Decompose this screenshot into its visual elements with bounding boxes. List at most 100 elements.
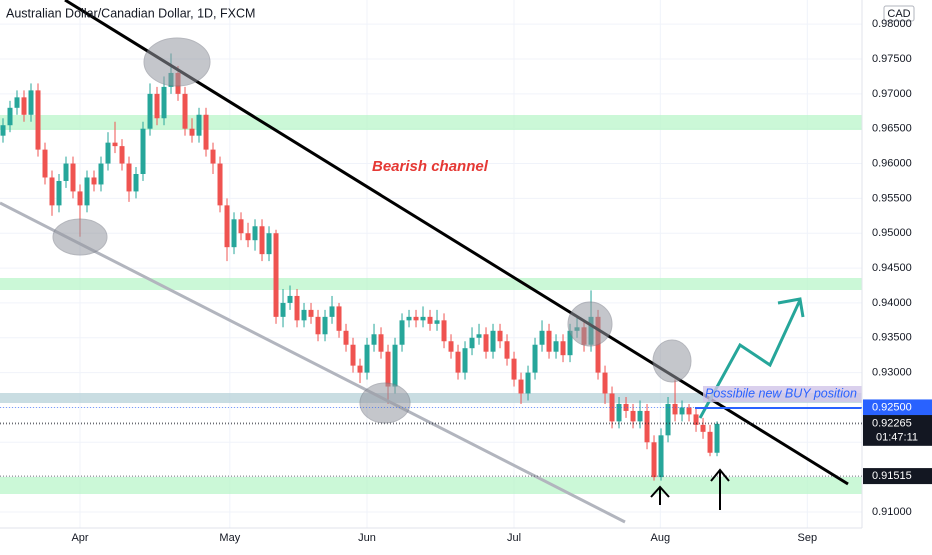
candle-body [161, 86, 167, 119]
candle-body [301, 309, 307, 321]
candle-body [154, 93, 160, 119]
candle-body [56, 180, 62, 206]
candle-body [189, 128, 195, 136]
candle-body [49, 177, 55, 206]
x-tick-label: May [219, 532, 240, 544]
candle-body [350, 344, 356, 366]
price-label: 0.92265 [872, 418, 912, 430]
annotation: Bearish channel [372, 158, 489, 175]
arrow-head [710, 468, 730, 482]
x-tick-label: Apr [71, 532, 88, 544]
candle-body [371, 334, 377, 345]
candle-body [546, 330, 552, 352]
candle-body [707, 431, 713, 453]
candle-body [343, 330, 349, 345]
candle-body [182, 93, 188, 129]
candle-body [693, 414, 699, 425]
price-label-box [863, 415, 932, 446]
candle-body [231, 219, 237, 248]
candle-body [420, 316, 426, 321]
buy-zone [0, 393, 862, 403]
candle-body [21, 97, 27, 115]
candle-body [126, 163, 132, 192]
x-tick-label: Jun [358, 532, 376, 544]
touch-ellipse [52, 218, 108, 256]
candle-body [84, 177, 90, 206]
countdown: 01:47:11 [876, 432, 918, 444]
candle-body [525, 372, 531, 394]
candle-body [651, 442, 657, 478]
candle-body [140, 128, 146, 175]
x-tick-label: Sep [798, 532, 818, 544]
resistance-zone [0, 278, 862, 290]
candle-body [483, 334, 489, 352]
candle-body [553, 341, 559, 352]
candle-body [364, 344, 370, 373]
y-tick-label: 0.91000 [872, 506, 912, 518]
touch-ellipse [143, 37, 211, 87]
candle-body [280, 302, 286, 317]
candle-body [686, 407, 692, 415]
candle-body [98, 163, 104, 185]
touch-ellipse [652, 339, 692, 383]
candle-body [238, 219, 244, 234]
grid [0, 0, 862, 528]
candle-body [637, 410, 643, 422]
candle-body [217, 163, 223, 206]
support-zone [0, 115, 862, 130]
chart-title: Australian Dollar/Canadian Dollar, 1D, F… [6, 6, 255, 20]
candle-body [259, 226, 265, 255]
price-label-box [863, 468, 932, 485]
candle-body [476, 334, 482, 338]
candle-body [448, 341, 454, 352]
candle-body [42, 149, 48, 178]
candle-body [462, 348, 468, 373]
currency: CAD [887, 8, 910, 20]
candle-body [434, 320, 440, 324]
x-tick-label: Aug [651, 532, 671, 544]
candle-body [7, 107, 13, 126]
y-tick-label: 0.94000 [872, 297, 912, 309]
arrow-head [650, 485, 670, 498]
candle-body [679, 407, 685, 415]
candle-body [497, 330, 503, 342]
candle-body [658, 435, 664, 478]
candle-body [119, 146, 125, 164]
candle-body [504, 341, 510, 359]
candle-body [203, 114, 209, 150]
candle-body [91, 177, 97, 185]
touch-ellipse [567, 301, 613, 347]
y-tick-label: 0.93500 [872, 332, 912, 344]
candle-body [196, 114, 202, 136]
candle-body [357, 365, 363, 373]
candle-body [266, 233, 272, 255]
candle-body [210, 149, 216, 164]
y-tick-label: 0.97500 [872, 53, 912, 65]
candle-body [0, 125, 6, 136]
candle-body [539, 330, 545, 345]
candle-body [70, 163, 76, 192]
candle-body [532, 344, 538, 373]
drawings [0, 0, 862, 524]
candle-body [441, 320, 447, 342]
candle-body [427, 316, 433, 324]
candle-body [35, 90, 41, 150]
candle-body [245, 233, 251, 241]
y-tick-label: 0.96500 [872, 123, 912, 135]
candle-body [322, 316, 328, 335]
candle-body [273, 233, 279, 317]
candle-body [672, 403, 678, 415]
touch-ellipse [359, 382, 411, 424]
candle-body [224, 205, 230, 248]
candle-body [567, 330, 573, 356]
y-tick-label: 0.96000 [872, 157, 912, 169]
candle-body [294, 295, 300, 321]
candle-body [329, 306, 335, 317]
candle-body [616, 403, 622, 422]
candle-body [392, 344, 398, 387]
candle-body [455, 351, 461, 373]
candle-body [413, 316, 419, 321]
y-tick-label: 0.95500 [872, 192, 912, 204]
candle-body [308, 309, 314, 317]
y-tick-label: 0.98000 [872, 18, 912, 30]
